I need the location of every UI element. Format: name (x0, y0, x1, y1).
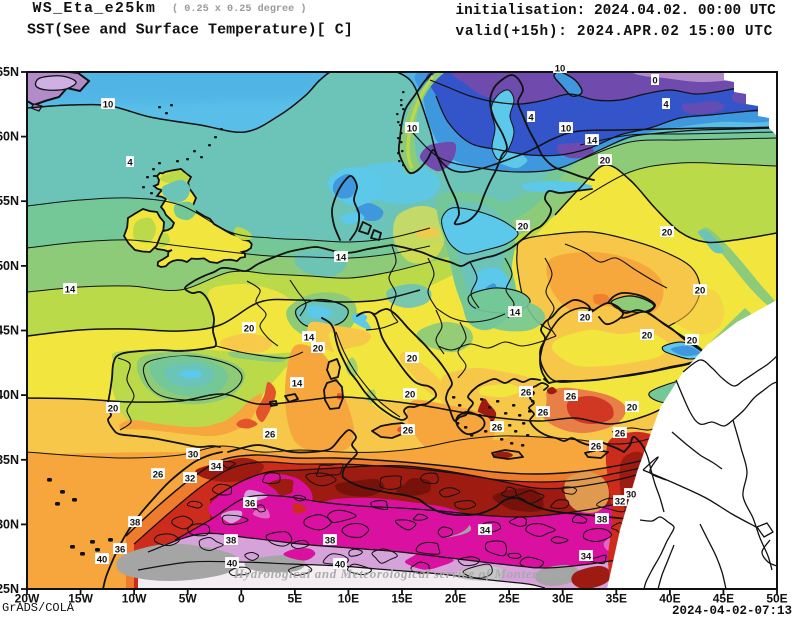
svg-text:0: 0 (238, 592, 245, 606)
svg-text:30: 30 (188, 450, 199, 461)
svg-text:5E: 5E (288, 592, 303, 606)
svg-text:20: 20 (313, 344, 324, 355)
svg-text:26: 26 (521, 388, 532, 399)
svg-text:38: 38 (597, 515, 608, 526)
svg-text:15W: 15W (68, 592, 93, 606)
svg-text:25E: 25E (498, 592, 519, 606)
svg-text:34: 34 (211, 462, 222, 473)
svg-text:20: 20 (600, 156, 611, 167)
svg-text:55N: 55N (0, 194, 19, 208)
svg-text:25N: 25N (0, 582, 19, 596)
svg-text:WS_Eta_e25km: WS_Eta_e25km (33, 0, 157, 17)
svg-text:32: 32 (185, 474, 196, 485)
svg-text:10E: 10E (338, 592, 359, 606)
svg-text:10: 10 (561, 124, 572, 135)
svg-text:20: 20 (518, 222, 529, 233)
svg-text:20: 20 (662, 228, 673, 239)
svg-text:50N: 50N (0, 259, 19, 273)
svg-text:26: 26 (153, 470, 164, 481)
svg-text:60N: 60N (0, 130, 19, 144)
svg-text:40E: 40E (659, 592, 680, 606)
svg-text:45N: 45N (0, 324, 19, 338)
svg-text:30N: 30N (0, 517, 19, 531)
svg-text:34: 34 (480, 526, 491, 537)
svg-text:20: 20 (695, 286, 706, 297)
svg-text:4: 4 (528, 113, 534, 124)
svg-text:40: 40 (227, 559, 238, 570)
svg-text:14: 14 (292, 379, 303, 390)
svg-text:26: 26 (403, 426, 414, 437)
svg-text:45E: 45E (713, 592, 734, 606)
svg-text:35E: 35E (606, 592, 627, 606)
svg-text:4: 4 (127, 158, 133, 169)
svg-text:2024-04-02-07:13: 2024-04-02-07:13 (672, 604, 792, 618)
svg-text:14: 14 (65, 285, 76, 296)
svg-text:20: 20 (407, 354, 418, 365)
svg-text:65N: 65N (0, 65, 19, 79)
svg-text:10: 10 (103, 100, 114, 111)
svg-text:20: 20 (405, 390, 416, 401)
svg-text:4: 4 (663, 100, 669, 111)
svg-text:20: 20 (627, 403, 638, 414)
svg-text:20W: 20W (15, 592, 40, 606)
svg-text:valid(+15h): 2024.APR.02 15:00: valid(+15h): 2024.APR.02 15:00 UTC (456, 24, 773, 40)
svg-text:40: 40 (335, 560, 346, 571)
svg-text:30: 30 (626, 490, 637, 501)
svg-text:initialisation: 2024.04.02. 00: initialisation: 2024.04.02. 00:00 UTC (456, 3, 777, 19)
svg-text:36: 36 (245, 499, 256, 510)
svg-text:20: 20 (244, 324, 255, 335)
svg-text:26: 26 (566, 392, 577, 403)
svg-text:20: 20 (642, 331, 653, 342)
svg-text:15E: 15E (391, 592, 412, 606)
svg-text:10W: 10W (122, 592, 147, 606)
svg-text:26: 26 (591, 442, 602, 453)
svg-text:10: 10 (407, 124, 418, 135)
svg-text:50E: 50E (766, 592, 787, 606)
svg-text:20: 20 (108, 404, 119, 415)
svg-text:40N: 40N (0, 388, 19, 402)
svg-text:26: 26 (615, 429, 626, 440)
svg-text:20: 20 (580, 313, 591, 324)
svg-text:38: 38 (325, 536, 336, 547)
svg-text:GrADS/COLA: GrADS/COLA (2, 601, 75, 615)
svg-text:20: 20 (687, 336, 698, 347)
svg-text:34: 34 (581, 552, 592, 563)
svg-text:5W: 5W (179, 592, 198, 606)
svg-text:0: 0 (652, 76, 657, 87)
svg-text:14: 14 (336, 253, 347, 264)
svg-text:20E: 20E (445, 592, 466, 606)
svg-text:26: 26 (265, 430, 276, 441)
svg-text:14: 14 (304, 333, 315, 344)
svg-text:40: 40 (97, 555, 108, 566)
svg-text:36: 36 (115, 545, 126, 556)
svg-text:14: 14 (510, 308, 521, 319)
svg-text:SST(See and Surface Temperatur: SST(See and Surface Temperature)[ C] (27, 22, 353, 39)
svg-text:10: 10 (555, 64, 566, 75)
svg-text:38: 38 (130, 518, 141, 529)
svg-text:30E: 30E (552, 592, 573, 606)
svg-text:32: 32 (615, 497, 626, 508)
svg-text:Hydrological and Meteorologica: Hydrological and Meteorological service … (233, 566, 567, 581)
svg-text:35N: 35N (0, 453, 19, 467)
svg-text:( 0.25 x 0.25 degree ): ( 0.25 x 0.25 degree ) (172, 3, 307, 15)
svg-text:38: 38 (226, 536, 237, 547)
svg-text:26: 26 (492, 423, 503, 434)
svg-text:14: 14 (587, 136, 598, 147)
svg-text:26: 26 (538, 408, 549, 419)
